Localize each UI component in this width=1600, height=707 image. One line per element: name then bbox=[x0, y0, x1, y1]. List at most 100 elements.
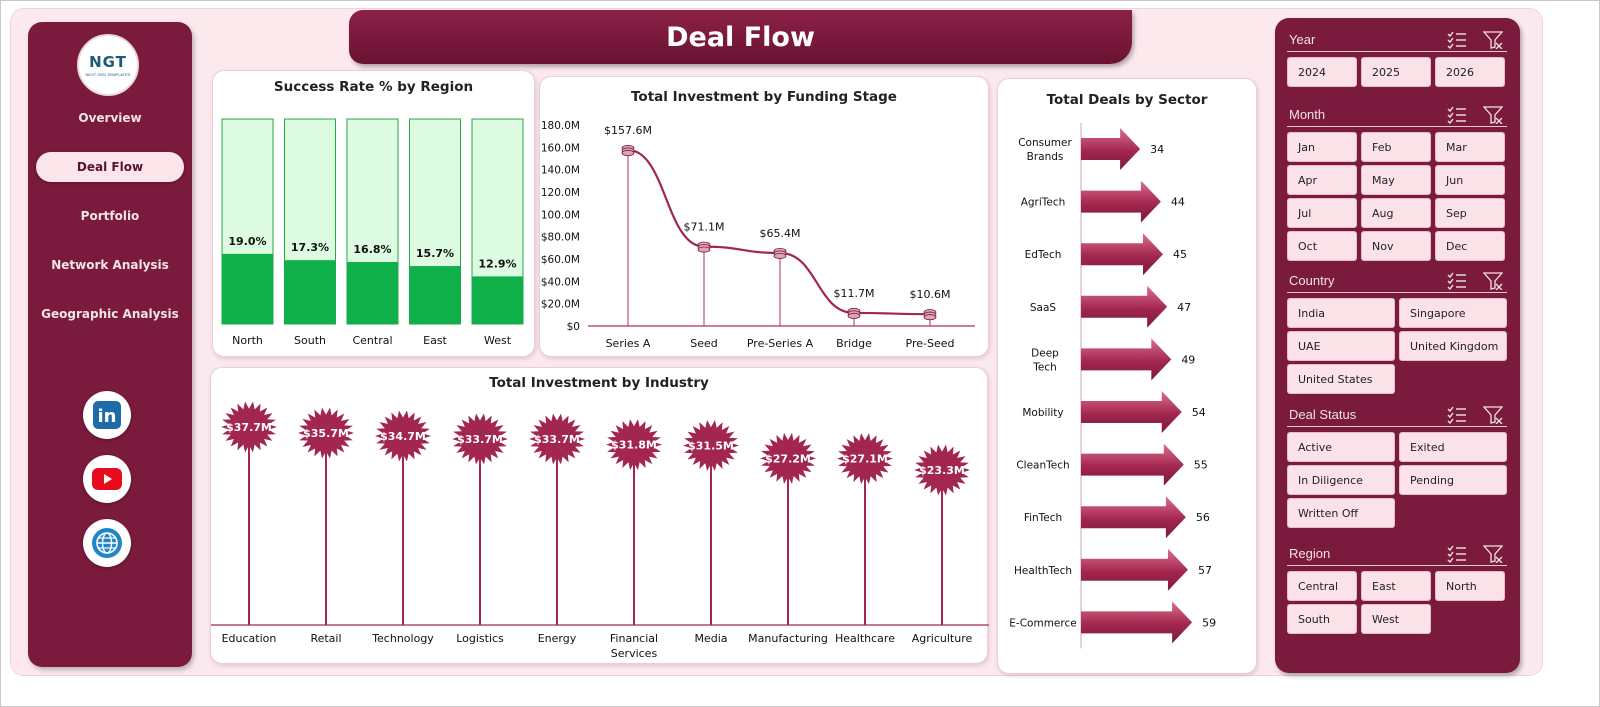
multi-select-icon[interactable] bbox=[1447, 31, 1467, 49]
month-slicer-item[interactable]: Jul bbox=[1287, 198, 1357, 228]
bar bbox=[222, 253, 273, 324]
arrow-bar bbox=[1081, 285, 1168, 328]
starburst-marker bbox=[529, 413, 585, 465]
month-slicer-item[interactable]: Feb bbox=[1361, 132, 1431, 162]
month-slicer-item[interactable]: Nov bbox=[1361, 231, 1431, 261]
success-rate-chart: 19.0% North 17.3% South 16.8% Central 15.7% Eas… bbox=[221, 118, 524, 347]
data-label: $33.7M bbox=[534, 433, 580, 446]
x-tick-label: West bbox=[484, 334, 512, 347]
multi-select-icon[interactable] bbox=[1447, 272, 1467, 290]
data-label: 34 bbox=[1150, 143, 1164, 156]
x-tick-label: Services bbox=[611, 647, 658, 660]
year-slicer-item[interactable]: 2026 bbox=[1435, 57, 1505, 87]
nav-overview[interactable]: Overview bbox=[78, 111, 142, 125]
x-tick-label: Series A bbox=[606, 337, 651, 350]
y-tick-label: $120.0M bbox=[540, 187, 580, 199]
country-slicer-item[interactable]: United Kingdom bbox=[1399, 331, 1507, 361]
month-slicer-item[interactable]: Jun bbox=[1435, 165, 1505, 195]
y-tick-label: Mobility bbox=[1022, 407, 1063, 419]
clear-filter-icon[interactable] bbox=[1483, 406, 1503, 424]
region-slicer-item[interactable]: East bbox=[1361, 571, 1431, 601]
month-slicer-header: Month bbox=[1287, 105, 1507, 127]
month-slicer-item[interactable]: Oct bbox=[1287, 231, 1357, 261]
linkedin-icon: in bbox=[93, 401, 121, 429]
y-tick-label: Brands bbox=[1027, 151, 1064, 163]
arrow-bar bbox=[1081, 443, 1184, 486]
nav-portfolio[interactable]: Portfolio bbox=[80, 209, 140, 223]
y-tick-label: $0 bbox=[567, 321, 580, 333]
data-label: 17.3% bbox=[291, 241, 329, 254]
funding-stage-chart: $0 $20.0M $40.0M $60.0M $80.0M $100.0M $120.0M… bbox=[540, 120, 975, 350]
deal-status-slicer-item[interactable]: In Diligence bbox=[1287, 465, 1395, 495]
x-tick-label: Media bbox=[694, 632, 727, 645]
bar bbox=[284, 260, 336, 324]
country-slicer-item[interactable]: United States bbox=[1287, 364, 1395, 394]
data-label: 15.7% bbox=[416, 247, 454, 260]
region-slicer-item[interactable]: North bbox=[1435, 571, 1505, 601]
sector-card: Total Deals by Sector 34 Consumer Brands 44… bbox=[997, 78, 1257, 674]
year-slicer-item[interactable]: 2024 bbox=[1287, 57, 1357, 87]
youtube-button[interactable] bbox=[83, 455, 131, 503]
month-slicer-item[interactable]: Sep bbox=[1435, 198, 1505, 228]
x-tick-label: Technology bbox=[371, 632, 434, 645]
data-label: $10.6M bbox=[910, 288, 951, 301]
country-slicer-item[interactable]: UAE bbox=[1287, 331, 1395, 361]
coin-marker bbox=[923, 309, 937, 321]
country-slicer-item[interactable]: Singapore bbox=[1399, 298, 1507, 328]
nav-network-analysis[interactable]: Network Analysis bbox=[51, 258, 169, 272]
month-slicer-item[interactable]: Aug bbox=[1361, 198, 1431, 228]
clear-filter-icon[interactable] bbox=[1483, 545, 1503, 563]
multi-select-icon[interactable] bbox=[1447, 406, 1467, 424]
y-tick-label: $60.0M bbox=[541, 254, 580, 266]
website-button[interactable] bbox=[83, 519, 131, 567]
month-slicer-item[interactable]: Dec bbox=[1435, 231, 1505, 261]
bar bbox=[472, 276, 523, 324]
x-tick-label: South bbox=[294, 334, 326, 347]
y-tick-label: Deep bbox=[1031, 347, 1059, 359]
year-slicer-header: Year bbox=[1287, 30, 1507, 52]
x-tick-label: Agriculture bbox=[912, 632, 973, 645]
arrow-bar bbox=[1081, 496, 1186, 539]
x-tick-label: Pre-Series A bbox=[747, 337, 814, 350]
clear-filter-icon[interactable] bbox=[1483, 106, 1503, 124]
data-label: $37.7M bbox=[226, 421, 272, 434]
nav-geographic-analysis[interactable]: Geographic Analysis bbox=[41, 307, 179, 321]
region-slicer-item[interactable]: West bbox=[1361, 604, 1431, 634]
starburst-marker bbox=[914, 444, 970, 496]
x-tick-label: Retail bbox=[310, 632, 341, 645]
clear-filter-icon[interactable] bbox=[1483, 272, 1503, 290]
month-slicer-item[interactable]: Mar bbox=[1435, 132, 1505, 162]
multi-select-icon[interactable] bbox=[1447, 106, 1467, 124]
data-label: $33.7M bbox=[457, 433, 503, 446]
x-tick-label: Pre-Seed bbox=[906, 337, 955, 350]
x-tick-label: Healthcare bbox=[835, 632, 895, 645]
linkedin-button[interactable]: in bbox=[83, 391, 131, 439]
success-rate-title: Success Rate % by Region bbox=[273, 79, 474, 95]
clear-filter-icon[interactable] bbox=[1483, 31, 1503, 49]
month-slicer-item[interactable]: May bbox=[1361, 165, 1431, 195]
deal-status-slicer-item[interactable]: Written Off bbox=[1287, 498, 1395, 528]
y-tick-label: $80.0M bbox=[541, 232, 580, 244]
data-label: 49 bbox=[1181, 353, 1195, 366]
multi-select-icon[interactable] bbox=[1447, 545, 1467, 563]
sidebar-nav: NGT NEXT GEN TEMPLATES Overview Deal Flo… bbox=[28, 22, 192, 667]
region-slicer-item[interactable]: South bbox=[1287, 604, 1357, 634]
year-slicer-item[interactable]: 2025 bbox=[1361, 57, 1431, 87]
data-label: $65.4M bbox=[760, 227, 801, 240]
deal-status-slicer-item[interactable]: Active bbox=[1287, 432, 1395, 462]
svg-text:in: in bbox=[98, 406, 117, 427]
region-slicer-item[interactable]: Central bbox=[1287, 571, 1357, 601]
starburst-marker bbox=[298, 407, 354, 459]
y-tick-label: Consumer bbox=[1018, 137, 1072, 149]
deal-status-slicer-item[interactable]: Exited bbox=[1399, 432, 1507, 462]
nav-deal-flow[interactable]: Deal Flow bbox=[36, 152, 184, 182]
deal-status-slicer-item[interactable]: Pending bbox=[1399, 465, 1507, 495]
country-slicer-item[interactable]: India bbox=[1287, 298, 1395, 328]
month-slicer-item[interactable]: Jan bbox=[1287, 132, 1357, 162]
success-rate-card: Success Rate % by Region 19.0% North 17.3%… bbox=[212, 70, 535, 357]
data-label: 55 bbox=[1194, 459, 1208, 472]
arrow-bar bbox=[1081, 180, 1161, 223]
y-tick-label: $40.0M bbox=[541, 276, 580, 288]
month-slicer-item[interactable]: Apr bbox=[1287, 165, 1357, 195]
coin-marker bbox=[847, 307, 861, 319]
